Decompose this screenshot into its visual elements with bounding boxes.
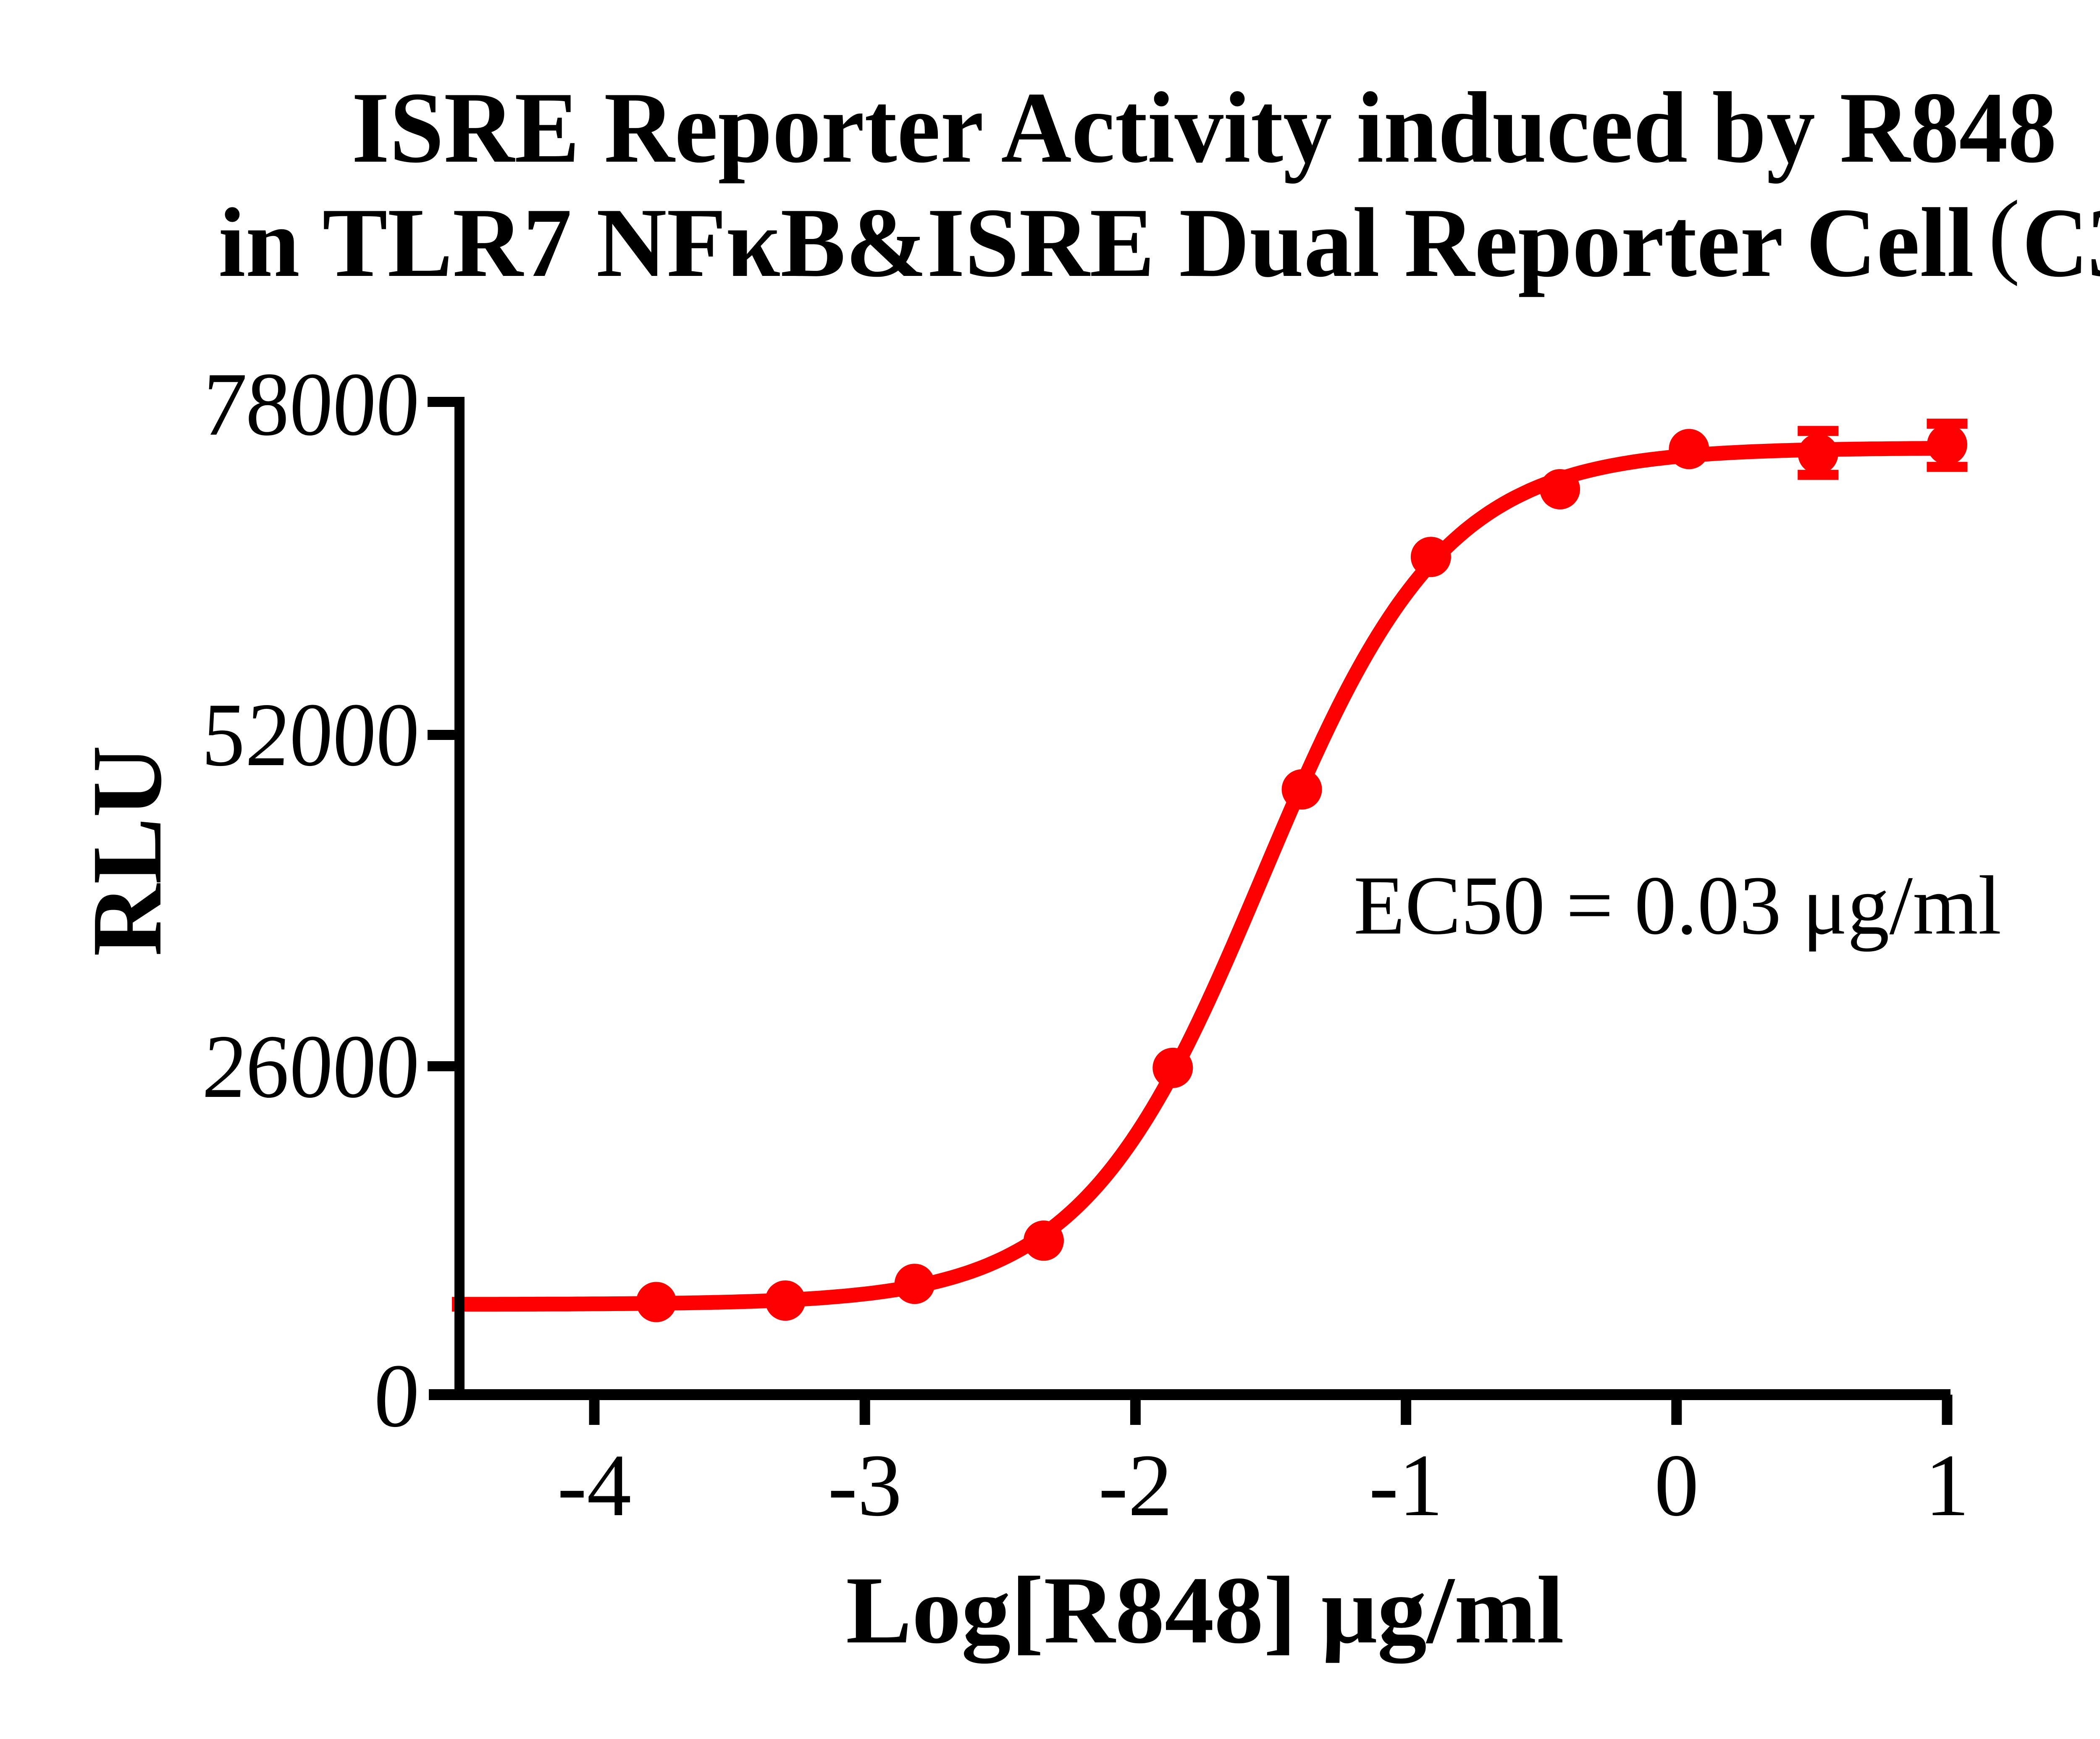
svg-text:0: 0	[1654, 1436, 1699, 1534]
svg-text:RLU: RLU	[72, 745, 182, 957]
svg-text:52000: 52000	[196, 685, 424, 785]
svg-text:1: 1	[1925, 1436, 1969, 1534]
svg-text:EC50 = 0.03 μg/ml: EC50 = 0.03 μg/ml	[1354, 859, 2001, 952]
svg-text:-4: -4	[557, 1436, 632, 1534]
svg-text:in TLR7 NFκB&ISRE Dual Reporte: in TLR7 NFκB&ISRE Dual Reporter Cell	[218, 188, 1974, 298]
svg-text:-2: -2	[1098, 1436, 1173, 1534]
svg-text:ISRE Reporter Activity induced: ISRE Reporter Activity induced by R848	[352, 71, 2057, 184]
svg-text:(: (	[1988, 181, 2020, 287]
svg-text:78000: 78000	[196, 354, 424, 454]
svg-text:-3: -3	[828, 1436, 902, 1534]
svg-text:Log[R848] μg/ml: Log[R848] μg/ml	[846, 1557, 1564, 1664]
svg-text:-1: -1	[1369, 1436, 1443, 1534]
svg-text:C3: C3	[2022, 188, 2100, 298]
svg-text:26000: 26000	[196, 1016, 424, 1117]
